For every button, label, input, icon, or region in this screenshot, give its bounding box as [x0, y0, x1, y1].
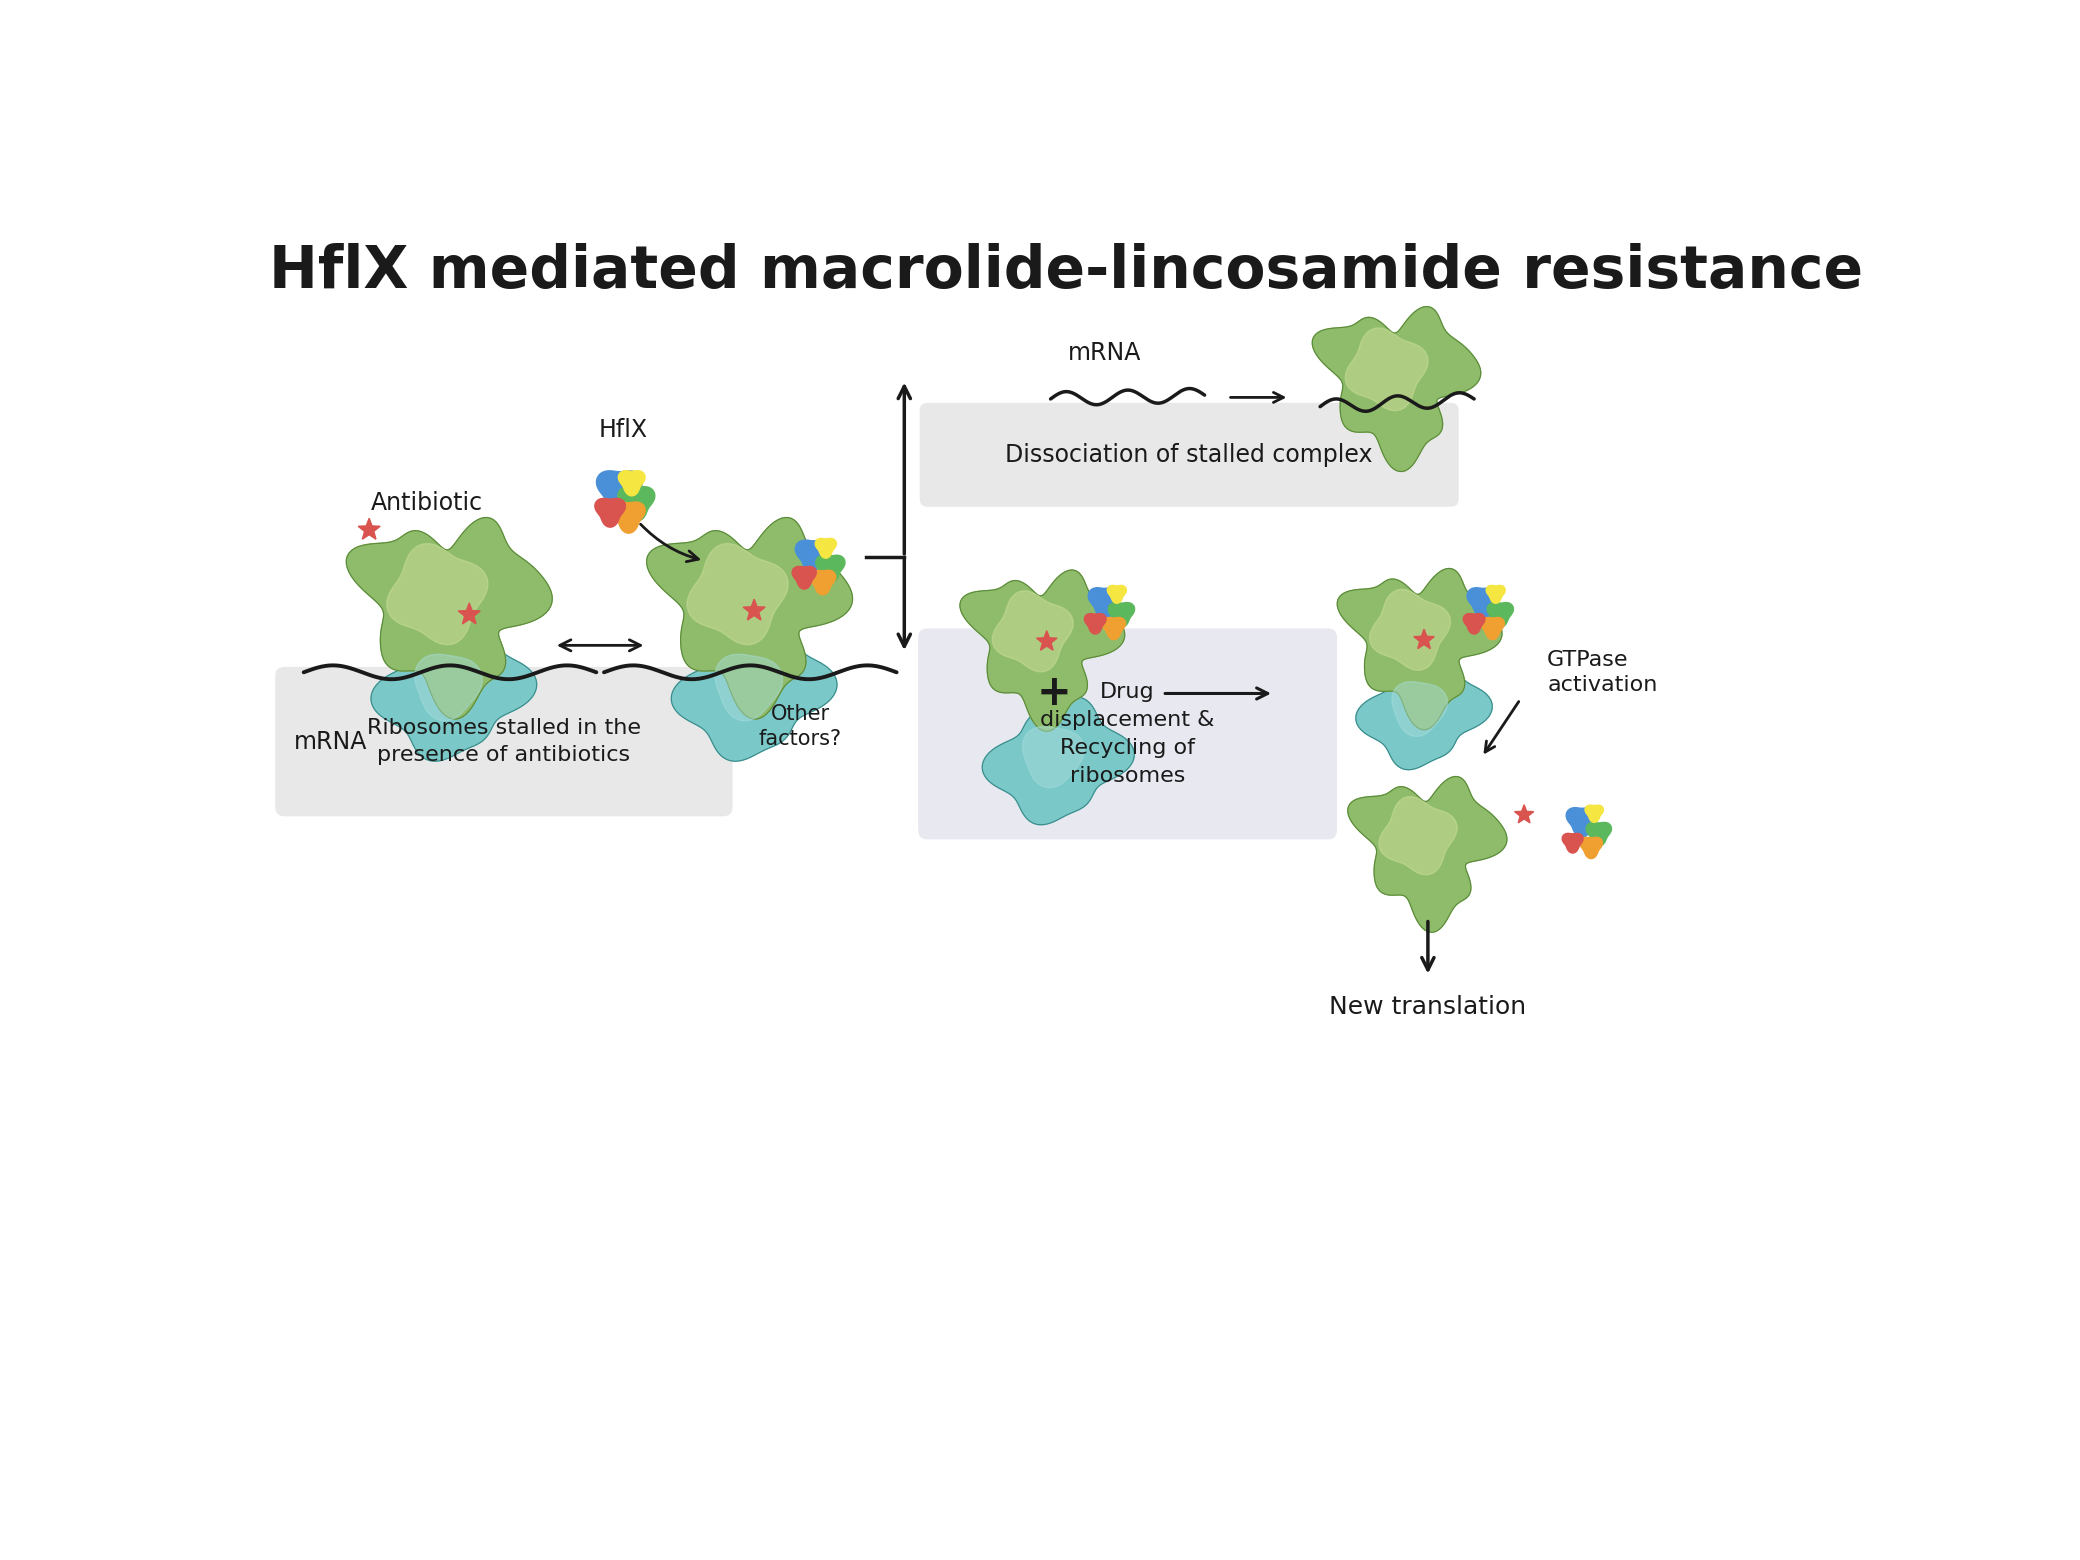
Polygon shape	[1581, 838, 1602, 858]
Text: Drug
displacement &
Recycling of
ribosomes: Drug displacement & Recycling of ribosom…	[1040, 682, 1215, 786]
Polygon shape	[618, 471, 645, 496]
Polygon shape	[612, 502, 645, 534]
Text: HflX mediated macrolide-lincosamide resistance: HflX mediated macrolide-lincosamide resi…	[268, 243, 1864, 301]
Polygon shape	[1487, 602, 1514, 627]
Polygon shape	[1109, 602, 1134, 627]
Polygon shape	[1084, 613, 1107, 633]
Polygon shape	[618, 487, 655, 521]
Polygon shape	[370, 622, 537, 761]
Polygon shape	[1562, 833, 1583, 853]
Text: GTPase
activation: GTPase activation	[1548, 649, 1658, 696]
Polygon shape	[358, 518, 381, 540]
Polygon shape	[992, 591, 1073, 672]
Polygon shape	[815, 538, 836, 558]
Polygon shape	[1107, 585, 1127, 604]
Polygon shape	[795, 540, 832, 574]
Polygon shape	[1462, 613, 1485, 633]
Polygon shape	[1348, 777, 1506, 933]
Polygon shape	[1566, 808, 1597, 838]
Text: Antibiotic: Antibiotic	[370, 491, 483, 515]
Text: Other
factors?: Other factors?	[759, 704, 842, 749]
Polygon shape	[1337, 568, 1502, 730]
Polygon shape	[982, 697, 1134, 825]
Polygon shape	[1485, 585, 1506, 604]
Polygon shape	[1379, 797, 1458, 875]
Polygon shape	[815, 555, 844, 582]
Text: mRNA: mRNA	[293, 730, 368, 753]
Polygon shape	[1585, 805, 1604, 822]
Polygon shape	[1466, 588, 1500, 618]
Polygon shape	[597, 471, 643, 513]
Polygon shape	[595, 499, 626, 527]
Polygon shape	[716, 654, 782, 721]
Text: Dissociation of stalled complex: Dissociation of stalled complex	[1005, 443, 1373, 466]
Polygon shape	[1023, 727, 1084, 788]
Text: New translation: New translation	[1329, 995, 1527, 1019]
Polygon shape	[961, 569, 1125, 732]
Polygon shape	[743, 599, 765, 619]
Polygon shape	[1481, 618, 1504, 640]
Polygon shape	[1088, 588, 1121, 618]
Polygon shape	[1587, 822, 1612, 846]
Polygon shape	[387, 543, 489, 644]
FancyBboxPatch shape	[917, 629, 1337, 839]
Polygon shape	[809, 571, 836, 594]
Polygon shape	[1414, 629, 1435, 649]
Polygon shape	[1514, 805, 1533, 822]
Text: mRNA: mRNA	[1067, 340, 1142, 365]
Polygon shape	[1356, 655, 1491, 769]
Polygon shape	[1346, 328, 1429, 410]
Polygon shape	[647, 518, 853, 719]
FancyBboxPatch shape	[919, 402, 1458, 507]
Polygon shape	[672, 622, 836, 761]
Polygon shape	[792, 566, 815, 590]
Polygon shape	[1036, 630, 1057, 651]
Polygon shape	[1369, 590, 1450, 671]
Polygon shape	[686, 543, 788, 644]
Polygon shape	[1312, 307, 1481, 471]
Text: Ribosomes stalled in the
presence of antibiotics: Ribosomes stalled in the presence of ant…	[366, 718, 641, 766]
Polygon shape	[458, 604, 480, 624]
Polygon shape	[1102, 618, 1125, 640]
Polygon shape	[414, 654, 483, 721]
FancyBboxPatch shape	[275, 668, 732, 816]
Polygon shape	[347, 518, 551, 719]
Text: HflX: HflX	[599, 418, 647, 441]
Text: +: +	[1038, 672, 1071, 714]
Polygon shape	[1392, 682, 1448, 736]
